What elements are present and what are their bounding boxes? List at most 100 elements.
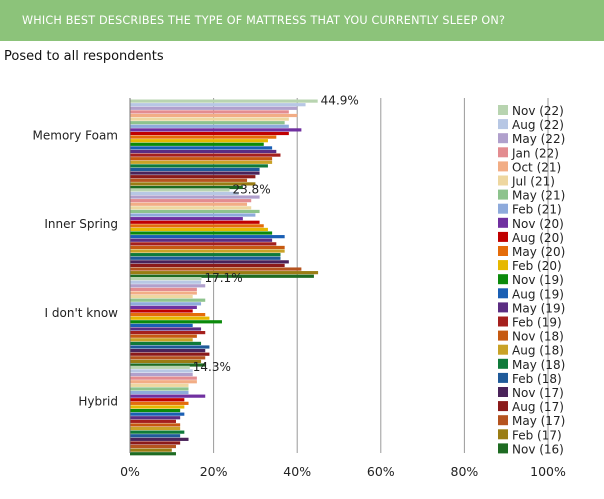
bar bbox=[130, 142, 264, 146]
bar bbox=[130, 206, 252, 210]
bar bbox=[130, 345, 210, 349]
legend-swatch bbox=[498, 330, 508, 341]
bar bbox=[130, 213, 256, 217]
bar bbox=[130, 280, 202, 284]
legend-label: Nov (19) bbox=[512, 273, 564, 287]
bar bbox=[130, 387, 189, 391]
legend-swatch bbox=[498, 189, 508, 200]
x-tick-label: 20% bbox=[200, 464, 228, 479]
legend-swatch bbox=[498, 175, 508, 186]
bar bbox=[130, 298, 206, 302]
legend-label: Oct (21) bbox=[512, 160, 561, 174]
bar bbox=[130, 444, 176, 449]
category-label: Inner Spring bbox=[44, 217, 118, 231]
bar bbox=[130, 309, 193, 313]
legend-swatch bbox=[498, 119, 508, 130]
bar bbox=[130, 263, 285, 268]
x-tick-label: 80% bbox=[451, 464, 479, 479]
bar bbox=[130, 157, 273, 161]
bar bbox=[130, 128, 302, 132]
bar bbox=[130, 408, 181, 413]
bar bbox=[130, 441, 181, 445]
bar bbox=[130, 175, 256, 179]
bar bbox=[130, 199, 252, 203]
bar bbox=[130, 352, 210, 356]
bar bbox=[130, 191, 239, 196]
bar bbox=[130, 227, 268, 232]
bar bbox=[130, 202, 248, 206]
bar bbox=[130, 423, 181, 427]
bar bbox=[130, 99, 318, 103]
legend-label: May (22) bbox=[512, 132, 565, 146]
data-label: 14.3% bbox=[193, 360, 231, 374]
bar bbox=[130, 430, 185, 434]
bar bbox=[130, 287, 197, 291]
legend-label: Nov (22) bbox=[512, 104, 564, 118]
bar bbox=[130, 284, 206, 288]
legend-swatch bbox=[498, 105, 508, 115]
bar bbox=[130, 416, 181, 420]
bar bbox=[130, 334, 197, 338]
legend-swatch bbox=[498, 372, 508, 383]
bar bbox=[130, 160, 273, 164]
legend-swatch bbox=[498, 133, 508, 144]
legend-label: Nov (17) bbox=[512, 386, 564, 400]
bar bbox=[130, 394, 206, 398]
bar bbox=[130, 153, 281, 157]
bar bbox=[130, 164, 268, 168]
bar bbox=[130, 372, 193, 377]
legend-label: May (19) bbox=[512, 301, 565, 315]
legend-swatch bbox=[498, 260, 508, 271]
category-label: Hybrid bbox=[78, 395, 118, 409]
bar bbox=[130, 110, 289, 114]
bar bbox=[130, 103, 306, 107]
bar bbox=[130, 341, 202, 345]
legend-label: May (18) bbox=[512, 358, 565, 372]
legend-label: Jul (21) bbox=[511, 175, 555, 189]
x-tick-label: 40% bbox=[283, 464, 311, 479]
x-tick-label: 0% bbox=[120, 464, 140, 479]
bar bbox=[130, 376, 197, 380]
bar bbox=[130, 359, 202, 363]
category-label: I don't know bbox=[45, 306, 119, 320]
bar bbox=[130, 121, 285, 125]
header-bar: WHICH BEST DESCRIBES THE TYPE OF MATTRES… bbox=[0, 0, 604, 41]
bar bbox=[130, 426, 181, 431]
legend-swatch bbox=[498, 443, 508, 454]
bar bbox=[130, 405, 185, 409]
bar bbox=[130, 124, 289, 128]
bar bbox=[130, 209, 260, 214]
chart-subtitle: Posed to all respondents bbox=[4, 49, 164, 64]
bar bbox=[130, 135, 277, 139]
bar bbox=[130, 242, 277, 246]
bar bbox=[130, 412, 185, 416]
x-tick-label: 60% bbox=[367, 464, 395, 479]
bar bbox=[130, 291, 197, 295]
bar bbox=[130, 185, 243, 190]
bar bbox=[130, 253, 281, 257]
bar bbox=[130, 224, 264, 228]
bar bbox=[130, 302, 202, 306]
data-label: 44.9% bbox=[321, 94, 359, 108]
bar bbox=[130, 320, 222, 324]
legend-swatch bbox=[498, 161, 508, 172]
bar bbox=[130, 313, 206, 317]
bar bbox=[130, 256, 281, 260]
legend-label: Aug (20) bbox=[512, 231, 564, 245]
bar bbox=[130, 380, 197, 384]
legend-swatch bbox=[498, 415, 508, 426]
legend-swatch bbox=[498, 147, 508, 158]
legend-label: Aug (17) bbox=[512, 400, 564, 414]
bar bbox=[130, 448, 172, 452]
legend-label: Feb (20) bbox=[512, 259, 562, 273]
bar bbox=[130, 419, 176, 423]
legend-label: May (21) bbox=[512, 189, 565, 203]
bar bbox=[130, 231, 273, 235]
legend-swatch bbox=[498, 344, 508, 355]
bar bbox=[130, 316, 210, 320]
bar bbox=[130, 452, 176, 456]
bar bbox=[130, 295, 193, 299]
bar bbox=[130, 260, 289, 264]
bar bbox=[130, 267, 302, 271]
data-label: 23.8% bbox=[232, 182, 270, 196]
